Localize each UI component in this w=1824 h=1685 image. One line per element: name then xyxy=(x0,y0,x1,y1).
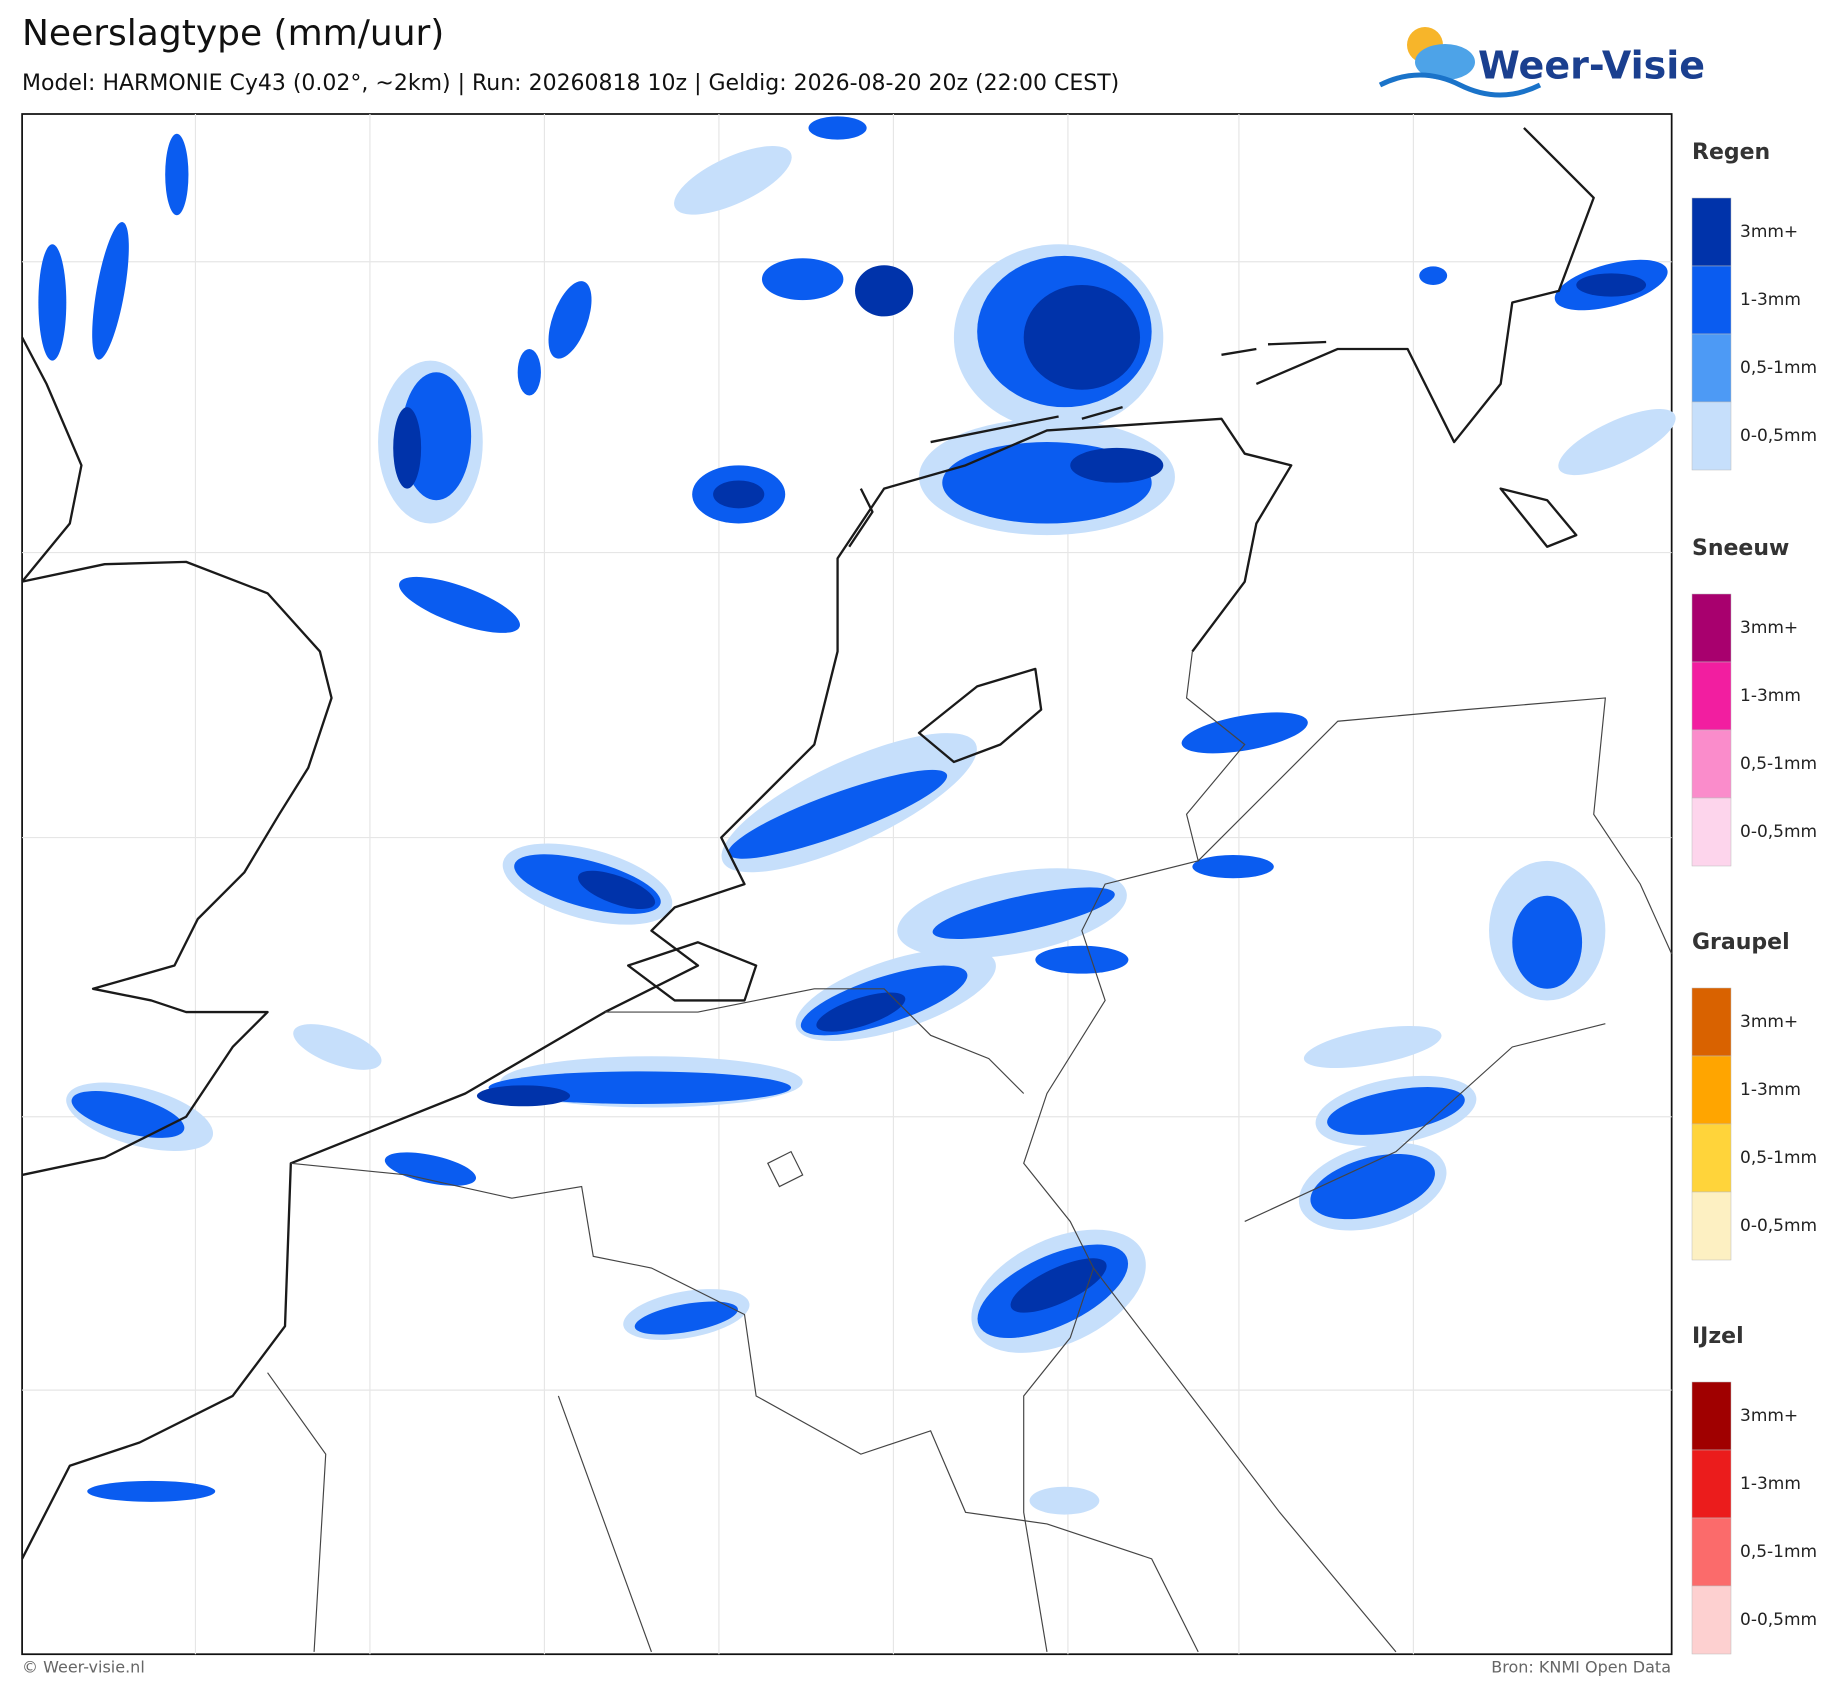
legend-label: 0-0,5mm xyxy=(1740,426,1817,446)
map xyxy=(21,113,1676,1656)
legend-label: 0,5-1mm xyxy=(1740,1148,1817,1168)
legend-label: 3mm+ xyxy=(1740,222,1798,242)
legend-label: 1-3mm xyxy=(1740,1080,1801,1100)
legend-label: 0-0,5mm xyxy=(1740,1216,1817,1236)
legend-label: 3mm+ xyxy=(1740,618,1798,638)
legend-swatch xyxy=(1691,401,1732,471)
legend-label: 0,5-1mm xyxy=(1740,358,1817,378)
legend: Regen 3mm+ 1-3mm 0,5-1mm 0-0,5mm Sneeuw 3mm+ 1-… xyxy=(1691,140,1817,1655)
legend-swatch xyxy=(1691,1191,1732,1261)
legend-group-title: Sneeuw xyxy=(1692,536,1789,561)
legend-label: 0,5-1mm xyxy=(1740,754,1817,774)
title: Neerslagtype (mm/uur) xyxy=(22,13,444,54)
legend-swatch xyxy=(1691,197,1732,267)
borders xyxy=(267,651,1673,1653)
legend-label: 3mm+ xyxy=(1740,1012,1798,1032)
legend-swatch xyxy=(1691,593,1732,663)
legend-label: 1-3mm xyxy=(1740,1474,1801,1494)
footer-left: © Weer-visie.nl xyxy=(22,1658,145,1677)
legend-swatch xyxy=(1691,1381,1732,1451)
legend-swatch xyxy=(1691,1517,1732,1587)
legend-label: 1-3mm xyxy=(1740,686,1801,706)
legend-swatch xyxy=(1691,661,1732,731)
logo: Weer-Visie xyxy=(1378,27,1705,98)
legend-swatch xyxy=(1691,729,1732,799)
subtitle: Model: HARMONIE Cy43 (0.02°, ~2km) | Run… xyxy=(22,71,1119,96)
footer-right: Bron: KNMI Open Data xyxy=(1491,1658,1671,1677)
legend-swatch xyxy=(1691,987,1732,1057)
legend-label: 0-0,5mm xyxy=(1740,822,1817,842)
precipitation xyxy=(38,116,1676,1515)
legend-label: 0-0,5mm xyxy=(1740,1610,1817,1630)
legend-label: 1-3mm xyxy=(1740,290,1801,310)
legend-swatch xyxy=(1691,797,1732,867)
legend-group-title: Graupel xyxy=(1692,930,1790,955)
legend-label: 3mm+ xyxy=(1740,1406,1798,1426)
legend-group-title: IJzel xyxy=(1692,1324,1744,1349)
legend-swatch xyxy=(1691,1123,1732,1193)
coastlines xyxy=(21,127,1595,1560)
legend-swatch xyxy=(1691,265,1732,335)
legend-swatch xyxy=(1691,333,1732,403)
legend-swatch xyxy=(1691,1449,1732,1519)
legend-group-title: Regen xyxy=(1692,140,1770,165)
legend-swatch xyxy=(1691,1055,1732,1125)
legend-label: 0,5-1mm xyxy=(1740,1542,1817,1562)
logo-text: Weer-Visie xyxy=(1478,44,1705,88)
legend-swatch xyxy=(1691,1585,1732,1655)
